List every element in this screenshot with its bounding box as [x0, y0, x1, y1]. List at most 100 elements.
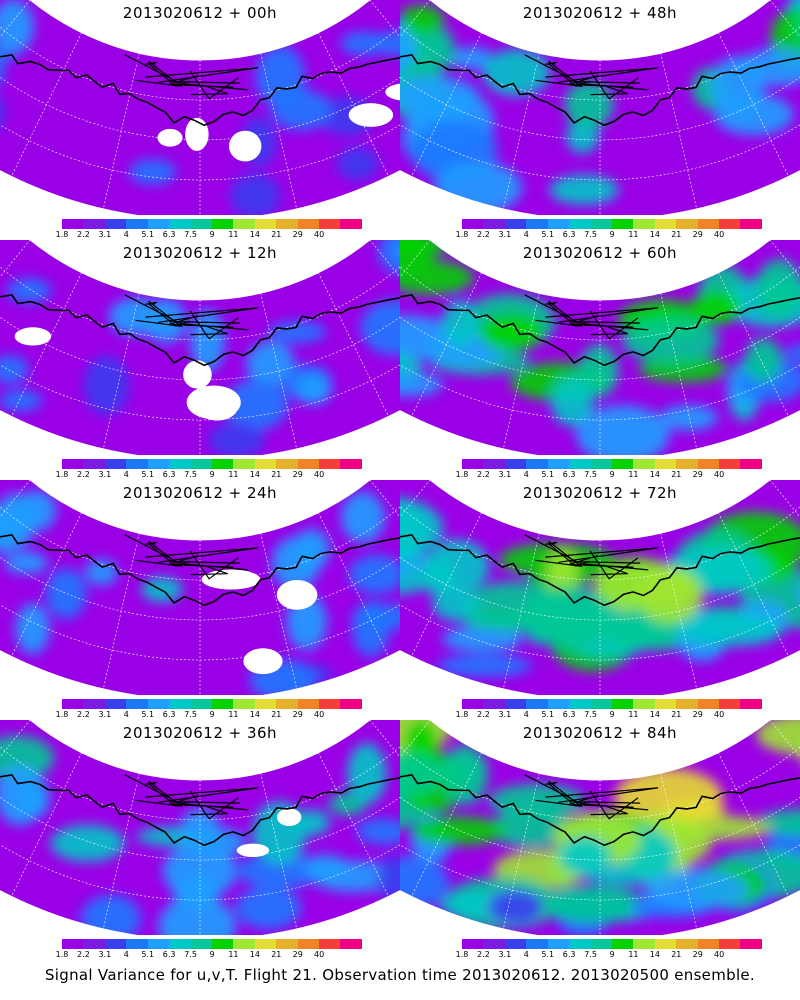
- panel-title: 2013020612 + 12h: [122, 244, 278, 262]
- colorbar-swatch: [569, 699, 591, 709]
- colorbar-label: 1.8: [455, 710, 469, 719]
- colorbar-swatch: [611, 939, 634, 949]
- colorbar-swatch: [319, 459, 341, 469]
- colorbar-label: 40: [314, 470, 325, 479]
- colorbar-swatches: [62, 459, 362, 469]
- colorbar-swatch: [483, 699, 505, 709]
- colorbar-label: 29: [292, 230, 303, 239]
- colorbar-label: 14: [249, 470, 260, 479]
- colorbar-label: 2.2: [77, 230, 90, 239]
- colorbar-swatch: [190, 459, 212, 469]
- colorbar: 1.8 2.2 3.1 4 5.1 6.3 7.5 9 11 14 21 29 40: [56, 939, 362, 961]
- colorbar-swatches: [462, 459, 762, 469]
- panel-title: 2013020612 + 48h: [522, 4, 678, 22]
- colorbar-swatch: [676, 699, 698, 709]
- colorbar-label: 4: [523, 710, 529, 719]
- colorbar-label: 5.1: [541, 710, 555, 719]
- panel-36h: 2013020612 + 36h 1.8 2.2 3.1 4 5.1 6.3 7.5 9 11 1…: [0, 720, 400, 960]
- colorbar-swatch: [654, 699, 677, 709]
- colorbar-swatch: [483, 939, 505, 949]
- colorbar-label: 40: [314, 230, 325, 239]
- colorbar-swatch: [233, 699, 255, 709]
- colorbar-swatch: [319, 219, 341, 229]
- colorbar-swatch: [297, 459, 320, 469]
- colorbar-label: 3.1: [498, 230, 512, 239]
- colorbar-swatch: [276, 939, 298, 949]
- colorbar-label: 14: [649, 230, 660, 239]
- colorbar-labels: 1.8 2.2 3.1 4 5.1 6.3 7.5 9 11 14 21 29 40: [456, 229, 762, 241]
- colorbar-swatch: [547, 939, 570, 949]
- colorbar-swatch: [611, 459, 634, 469]
- colorbar-swatch: [254, 699, 277, 709]
- colorbar-swatch: [547, 459, 570, 469]
- colorbar-swatch: [104, 459, 127, 469]
- colorbar-label: 1.8: [455, 230, 469, 239]
- colorbar-label: 5.1: [141, 230, 155, 239]
- colorbar-swatch: [483, 219, 505, 229]
- colorbar-swatch: [719, 699, 741, 709]
- colorbar-label: 1.8: [55, 710, 69, 719]
- colorbar-swatch: [526, 939, 548, 949]
- colorbar-label: 2.2: [77, 710, 90, 719]
- colorbar-label: 14: [649, 950, 660, 959]
- colorbar-label: 4: [523, 470, 529, 479]
- colorbar-swatch: [547, 699, 570, 709]
- colorbar-label: 4: [523, 950, 529, 959]
- colorbar-swatch: [254, 459, 277, 469]
- colorbar-swatch: [126, 939, 148, 949]
- colorbar-label: 21: [271, 470, 282, 479]
- colorbar-swatch: [169, 219, 191, 229]
- colorbar-swatch: [590, 939, 612, 949]
- colorbar-label: 29: [292, 950, 303, 959]
- colorbar-swatch: [590, 459, 612, 469]
- colorbar: 1.8 2.2 3.1 4 5.1 6.3 7.5 9 11 14 21 29 40: [56, 699, 362, 721]
- colorbar-label: 7.5: [184, 710, 197, 719]
- colorbar-swatch: [504, 459, 527, 469]
- colorbar-swatch: [147, 939, 170, 949]
- panel-72h: 2013020612 + 72h 1.8 2.2 3.1 4 5.1 6.3 7.5 9 11 1…: [400, 480, 800, 720]
- colorbar-swatch: [740, 939, 762, 949]
- colorbar-label: 1.8: [55, 230, 69, 239]
- colorbar-swatch: [697, 699, 720, 709]
- colorbar-swatch: [719, 459, 741, 469]
- colorbar-label: 6.3: [162, 950, 176, 959]
- colorbar-label: 40: [714, 470, 725, 479]
- colorbar-label: 3.1: [98, 710, 112, 719]
- panel-title: 2013020612 + 00h: [122, 4, 278, 22]
- colorbar-swatch: [590, 219, 612, 229]
- colorbar-label: 2.2: [77, 470, 90, 479]
- colorbar-label: 5.1: [141, 470, 155, 479]
- colorbar-label: 29: [692, 470, 703, 479]
- colorbar-label: 21: [671, 710, 682, 719]
- colorbar: 1.8 2.2 3.1 4 5.1 6.3 7.5 9 11 14 21 29 40: [456, 939, 762, 961]
- colorbar-swatch: [126, 459, 148, 469]
- colorbar-label: 6.3: [562, 710, 576, 719]
- colorbar-swatch: [62, 939, 84, 949]
- colorbar-swatch: [676, 459, 698, 469]
- colorbar-swatch: [104, 219, 127, 229]
- colorbar-label: 9: [209, 470, 215, 479]
- panel-title: 2013020612 + 60h: [522, 244, 678, 262]
- panel-00h: 2013020612 + 00h 1.8 2.2 3.1 4 5.1 6.3 7.5 9 11 1…: [0, 0, 400, 240]
- colorbar-label: 7.5: [584, 950, 597, 959]
- panel-60h: 2013020612 + 60h 1.8 2.2 3.1 4 5.1 6.3 7.5 9 11 1…: [400, 240, 800, 480]
- colorbar-label: 21: [671, 470, 682, 479]
- panel-title: 2013020612 + 36h: [122, 724, 278, 742]
- colorbar-swatch: [297, 699, 320, 709]
- colorbar-label: 11: [228, 230, 239, 239]
- colorbar-label: 6.3: [162, 710, 176, 719]
- colorbar-swatch: [126, 699, 148, 709]
- colorbar-swatch: [169, 459, 191, 469]
- colorbar-swatch: [190, 939, 212, 949]
- panel-48h: 2013020612 + 48h 1.8 2.2 3.1 4 5.1 6.3 7.5 9 11 1…: [400, 0, 800, 240]
- colorbar-swatch: [340, 699, 362, 709]
- colorbar-swatch: [611, 699, 634, 709]
- colorbar-label: 6.3: [562, 950, 576, 959]
- colorbar-swatch: [526, 219, 548, 229]
- colorbar-label: 29: [292, 710, 303, 719]
- panel-84h: 2013020612 + 84h 1.8 2.2 3.1 4 5.1 6.3 7.5 9 11 1…: [400, 720, 800, 960]
- colorbar-swatch: [719, 939, 741, 949]
- colorbar-swatch: [62, 459, 84, 469]
- colorbar: 1.8 2.2 3.1 4 5.1 6.3 7.5 9 11 14 21 29 40: [456, 459, 762, 481]
- colorbar-swatch: [462, 459, 484, 469]
